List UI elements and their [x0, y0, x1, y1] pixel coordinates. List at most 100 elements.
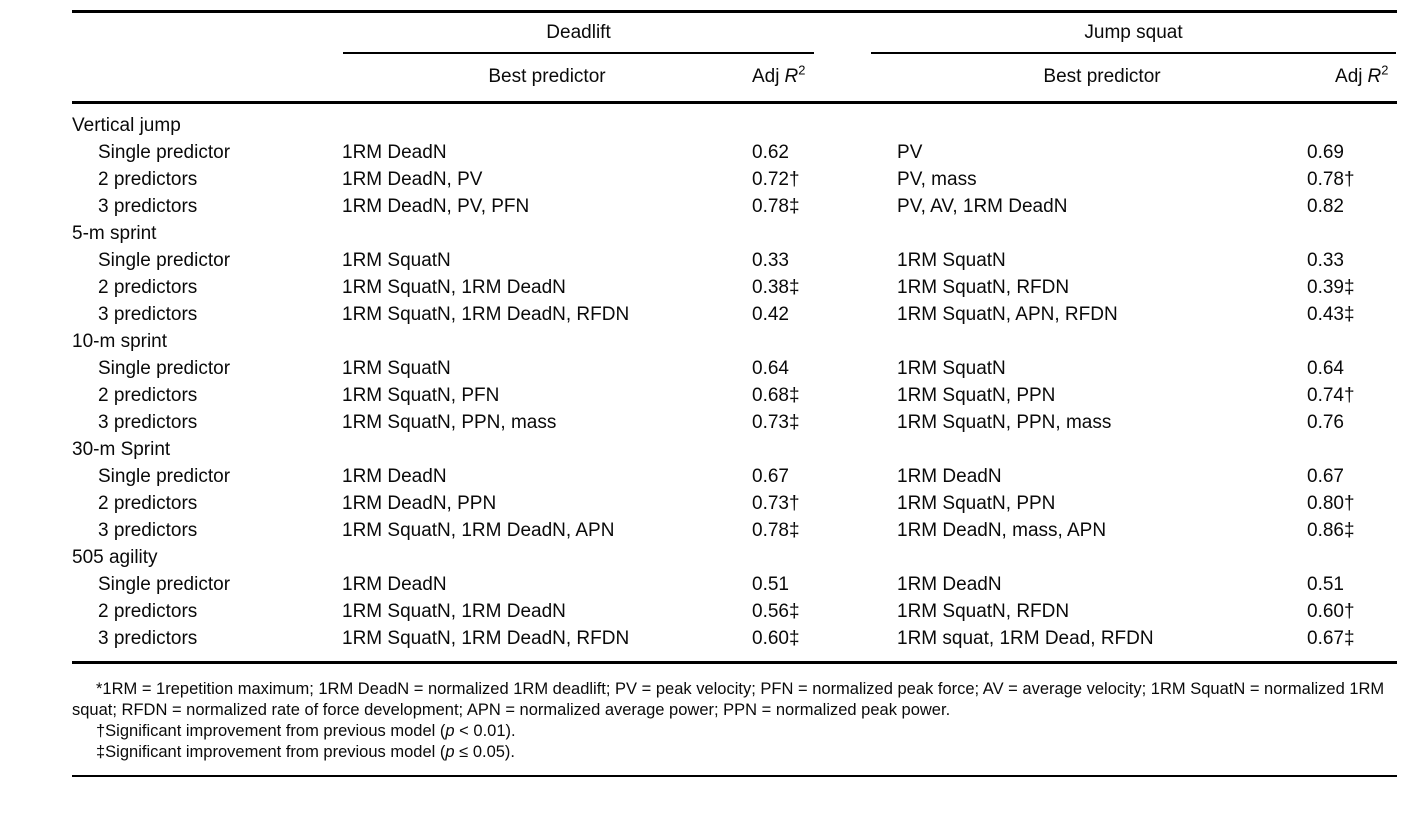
footnote-double-dagger-text: ‡Significant improvement from previous m… — [96, 743, 446, 761]
stub-header — [72, 12, 342, 56]
jumpsquat-adj-r2: 0.78† — [1307, 169, 1355, 190]
section-label: 5-m sprint — [72, 223, 157, 244]
row-label: 2 predictors — [98, 493, 198, 514]
r-symbol: R — [1367, 66, 1382, 87]
jumpsquat-predictor: 1RM SquatN, RFDN — [897, 277, 1070, 298]
section-row: 10-m sprint — [72, 328, 1397, 355]
group-header-deadlift: Deadlift — [342, 12, 897, 56]
footnote-double-dagger-pvalue: ≤ 0.05). — [454, 743, 516, 761]
row-label: Single predictor — [98, 466, 231, 487]
deadlift-adj-r2: 0.42 — [752, 304, 789, 325]
r2-superscript: 2 — [798, 62, 806, 78]
row-label: 3 predictors — [98, 412, 198, 433]
jumpsquat-adj-r2: 0.69 — [1307, 142, 1344, 163]
deadlift-predictor: 1RM DeadN, PPN — [342, 493, 497, 514]
footnote-abbreviations: *1RM = 1repetition maximum; 1RM DeadN = … — [72, 680, 1385, 719]
deadlift-predictor: 1RM DeadN — [342, 466, 447, 487]
deadlift-spanner-rule: Deadlift — [343, 22, 815, 54]
section-label: Vertical jump — [72, 115, 181, 136]
section-row: Vertical jump — [72, 103, 1397, 140]
group-label-deadlift: Deadlift — [546, 22, 611, 43]
jumpsquat-predictor: 1RM SquatN — [897, 358, 1006, 379]
jumpsquat-adj-r2: 0.86‡ — [1307, 520, 1355, 541]
row-label: 2 predictors — [98, 385, 198, 406]
jumpsquat-predictor: 1RM SquatN, PPN — [897, 385, 1056, 406]
subheader-row: Best predictor Adj R2 Best predictor Adj R… — [72, 55, 1398, 104]
p-value-symbol: p — [445, 743, 455, 761]
jumpsquat-predictor: 1RM squat, 1RM Dead, RFDN — [897, 628, 1154, 649]
jumpsquat-predictor: PV, mass — [897, 169, 977, 190]
footnotes: *1RM = 1repetition maximum; 1RM DeadN = … — [72, 664, 1397, 777]
section-row: 5-m sprint — [72, 220, 1397, 247]
section-label: 30-m Sprint — [72, 439, 171, 460]
table-row: Single predictor 1RM SquatN 0.64 1RM SquatN… — [72, 355, 1397, 382]
table-row: 3 predictors 1RM SquatN, PPN, mass 0.73‡ 1R… — [72, 409, 1397, 436]
table-body: Vertical jump Single predictor 1RM DeadN 0.… — [72, 103, 1397, 663]
table-row: Single predictor 1RM DeadN 0.62 PV 0.69 — [72, 139, 1397, 166]
col-header-adj-r2-deadlift: Adj R2 — [752, 55, 898, 104]
deadlift-predictor: 1RM SquatN, 1RM DeadN — [342, 277, 566, 298]
r2-superscript: 2 — [1381, 62, 1389, 78]
deadlift-adj-r2: 0.72† — [752, 169, 800, 190]
jumpsquat-predictor: PV — [897, 142, 923, 163]
row-label: 2 predictors — [98, 169, 198, 190]
jumpsquat-predictor: 1RM DeadN, mass, APN — [897, 520, 1107, 541]
table-row: 3 predictors 1RM SquatN, 1RM DeadN, APN 0.… — [72, 517, 1397, 544]
table-row: 3 predictors 1RM DeadN, PV, PFN 0.78‡ PV, A… — [72, 193, 1397, 220]
section-label: 505 agility — [72, 547, 158, 568]
deadlift-predictor: 1RM SquatN, 1RM DeadN, RFDN — [342, 304, 630, 325]
group-header-jumpsquat: Jump squat — [871, 12, 1397, 56]
deadlift-adj-r2: 0.73‡ — [752, 412, 800, 433]
jumpsquat-predictor: 1RM DeadN — [897, 466, 1002, 487]
jumpsquat-adj-r2: 0.80† — [1307, 493, 1355, 514]
section-row: 505 agility — [72, 544, 1397, 571]
footnote-double-dagger: ‡Significant improvement from previous m… — [72, 742, 1397, 763]
jumpsquat-adj-r2: 0.67‡ — [1307, 628, 1355, 649]
footnote-dagger-text: †Significant improvement from previous m… — [96, 722, 446, 740]
row-label: 3 predictors — [98, 304, 198, 325]
deadlift-predictor: 1RM SquatN, 1RM DeadN, RFDN — [342, 628, 630, 649]
jumpsquat-adj-r2: 0.43‡ — [1307, 304, 1355, 325]
row-label: 3 predictors — [98, 520, 198, 541]
deadlift-predictor: 1RM SquatN, PFN — [342, 385, 500, 406]
row-label: 3 predictors — [98, 628, 198, 649]
jumpsquat-adj-r2: 0.74† — [1307, 385, 1355, 406]
jumpsquat-spanner-rule: Jump squat — [871, 22, 1397, 54]
group-header-row: Deadlift Jump squat — [72, 12, 1397, 56]
table-header: Deadlift Jump squat Best predictor Adj R2… — [72, 12, 1398, 104]
section-label: 10-m sprint — [72, 331, 168, 352]
deadlift-adj-r2: 0.78‡ — [752, 196, 800, 217]
group-label-jumpsquat: Jump squat — [1084, 22, 1183, 43]
adj-label: Adj — [1335, 66, 1363, 87]
jumpsquat-predictor: 1RM DeadN — [897, 574, 1002, 595]
jumpsquat-adj-r2: 0.60† — [1307, 601, 1355, 622]
jumpsquat-predictor: 1RM SquatN, PPN — [897, 493, 1056, 514]
row-label: Single predictor — [98, 142, 231, 163]
deadlift-predictor: 1RM SquatN, PPN, mass — [342, 412, 557, 433]
jumpsquat-adj-r2: 0.39‡ — [1307, 277, 1355, 298]
table-row: 2 predictors 1RM SquatN, 1RM DeadN 0.38‡ 1R… — [72, 274, 1397, 301]
jumpsquat-predictor: 1RM SquatN, PPN, mass — [897, 412, 1112, 433]
footnote-dagger: †Significant improvement from previous m… — [72, 721, 1397, 742]
deadlift-predictor: 1RM SquatN, 1RM DeadN, APN — [342, 520, 615, 541]
table-row: 2 predictors 1RM DeadN, PV 0.72† PV, mass 0.… — [72, 166, 1397, 193]
table-row: 2 predictors 1RM DeadN, PPN 0.73† 1RM Squat… — [72, 490, 1397, 517]
r-symbol: R — [784, 66, 799, 87]
deadlift-adj-r2: 0.62 — [752, 142, 789, 163]
deadlift-adj-r2: 0.64 — [752, 358, 789, 379]
jumpsquat-predictor: PV, AV, 1RM DeadN — [897, 196, 1068, 217]
deadlift-predictor: 1RM DeadN — [342, 142, 447, 163]
table-row: 2 predictors 1RM SquatN, PFN 0.68‡ 1RM Squa… — [72, 382, 1397, 409]
deadlift-adj-r2: 0.51 — [752, 574, 789, 595]
jumpsquat-adj-r2: 0.67 — [1307, 466, 1344, 487]
jumpsquat-predictor: 1RM SquatN, RFDN — [897, 601, 1070, 622]
deadlift-adj-r2: 0.56‡ — [752, 601, 800, 622]
jumpsquat-adj-r2: 0.76 — [1307, 412, 1344, 433]
deadlift-adj-r2: 0.38‡ — [752, 277, 800, 298]
p-value-symbol: p — [445, 722, 455, 740]
deadlift-adj-r2: 0.67 — [752, 466, 789, 487]
jumpsquat-adj-r2: 0.51 — [1307, 574, 1344, 595]
deadlift-predictor: 1RM DeadN, PV — [342, 169, 483, 190]
deadlift-predictor: 1RM DeadN, PV, PFN — [342, 196, 530, 217]
